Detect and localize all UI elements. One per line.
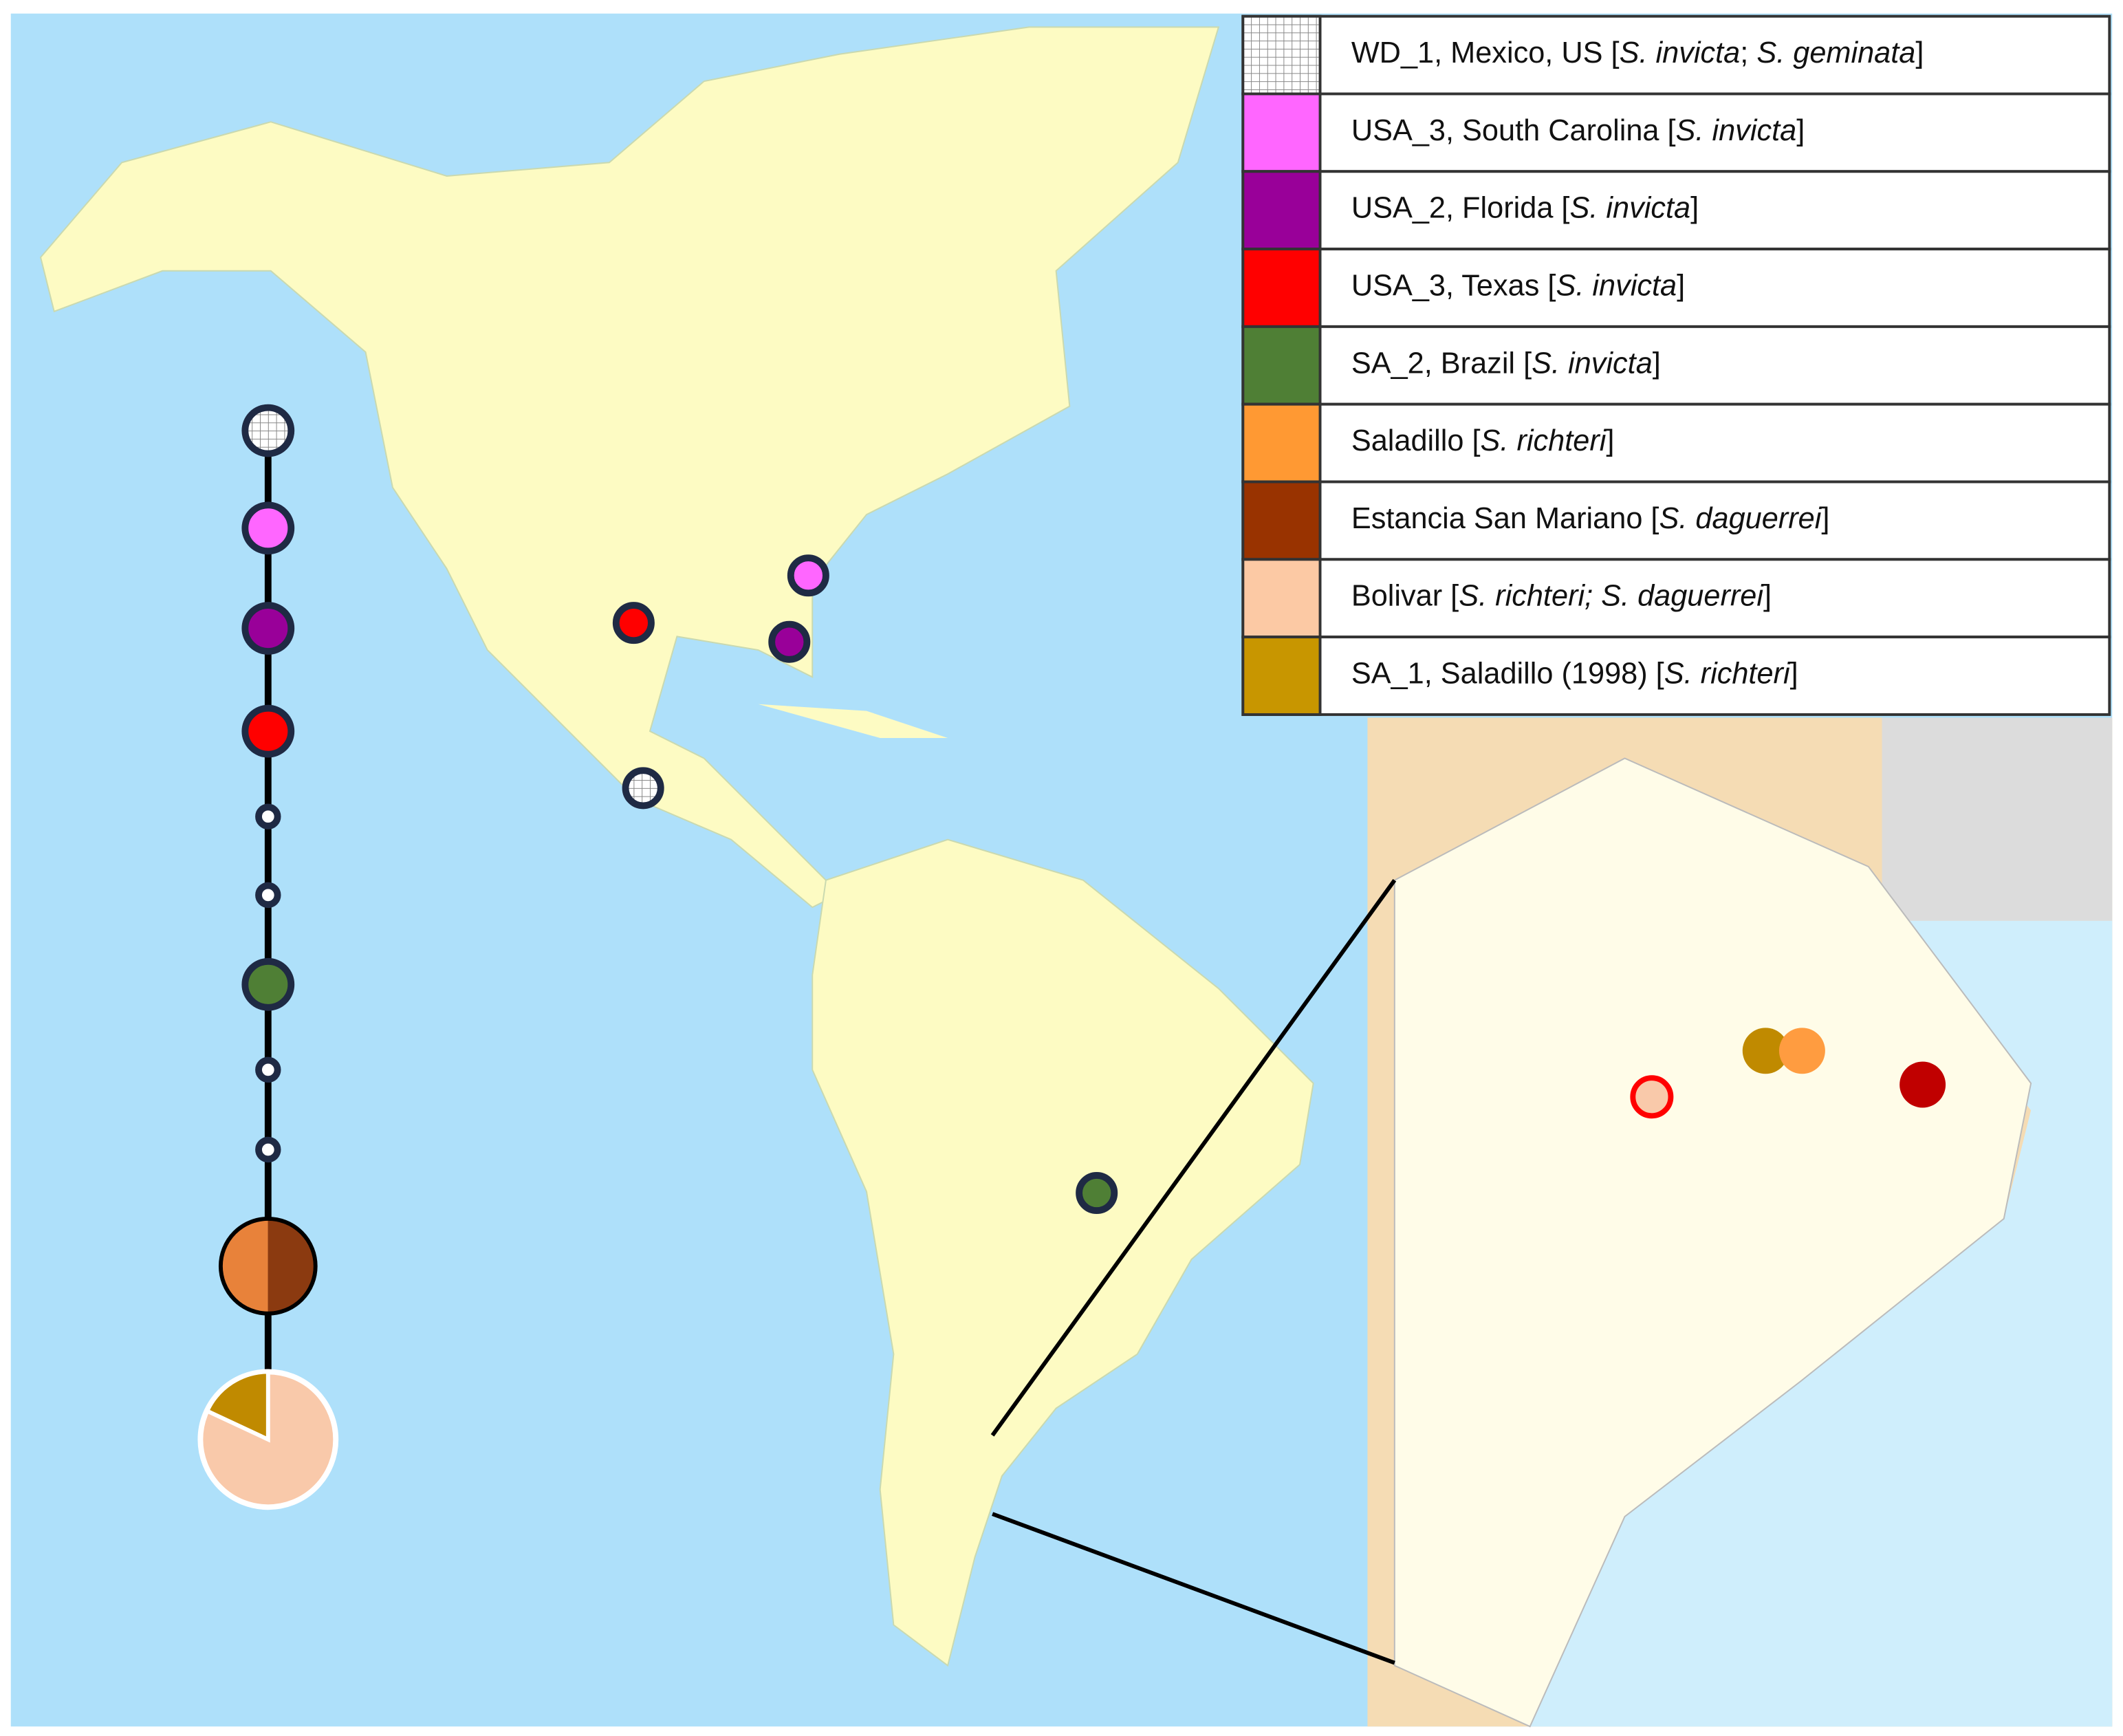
inset-markers [1630,1028,1946,1119]
legend-swatch [1241,14,1322,96]
legend-label-part: S. invicta [1569,192,1690,225]
legend-row [1241,92,2111,173]
north-america [39,26,1220,909]
legend-label-part: ] [1796,114,1805,147]
legend: WD_1, Mexico, US [S. invicta; S. geminat… [1241,14,2111,716]
legend-swatch [1241,558,1322,639]
legend-swatch [1241,480,1322,561]
legend-label-part: S. invicta [1532,347,1653,380]
legend-label: Estancia San Mariano [S. daguerrei] [1351,502,1830,535]
legend-swatch [1241,92,1322,173]
legend-swatch [1241,325,1322,406]
legend-label-part: USA_3, South Carolina [ [1351,114,1676,147]
legend-label-part: S. geminata [1756,36,1915,69]
network [197,404,339,1510]
legend-label-part: ] [1690,192,1699,225]
legend-label-part: ] [1763,580,1772,613]
caribbean [758,704,948,738]
map-markers [612,554,1118,1215]
legend-swatch [1241,170,1322,251]
legend-label-part: S. invicta [1676,114,1797,147]
legend-label-part: Bolivar [ [1351,580,1459,613]
legend-label-part: Saladillo [ [1351,425,1481,458]
legend-label-part: WD_1, Mexico, US [ [1351,36,1620,69]
legend-label-part: ; [1740,36,1756,69]
legend-row [1241,248,2111,328]
legend-label-part: ] [1821,502,1829,535]
legend-label-part: SA_2, Brazil [ [1351,347,1532,380]
legend-label-part: Estancia San Mariano [ [1351,502,1659,535]
legend-row [1241,325,2111,406]
legend-label: USA_3, South Carolina [S. invicta] [1351,114,1805,147]
legend-label: SA_2, Brazil [S. invicta] [1351,347,1661,380]
legend-label-part: ] [1790,658,1798,691]
legend-label-part: S. invicta [1556,270,1677,303]
legend-label-part: S. richteri [1664,658,1791,691]
legend-label-part: ] [1915,36,1924,69]
legend-label: WD_1, Mexico, US [S. invicta; S. geminat… [1351,36,1924,69]
legend-label-part: USA_3, Texas [ [1351,270,1556,303]
legend-label-part: S. invicta [1620,36,1741,69]
legend-label-part: ] [1653,347,1661,380]
legend-label-part: SA_1, Saladillo (1998) [ [1351,658,1664,691]
south-america [812,838,1314,1667]
inset-connectors [990,878,1397,1665]
legend-swatch [1241,402,1322,484]
legend-swatch [1241,248,1322,328]
legend-swatch [1241,636,1322,716]
legend-row [1241,402,2111,484]
legend-label-part: S. richteri; S. daguerrei [1459,580,1764,613]
legend-label-part: S. richteri [1481,425,1607,458]
legend-label-part: ] [1677,270,1685,303]
legend-label-part: ] [1606,425,1614,458]
legend-label-part: S. daguerrei [1659,502,1822,535]
legend-label: SA_1, Saladillo (1998) [S. richteri] [1351,658,1798,691]
legend-label-part: USA_2, Florida [ [1351,192,1570,225]
legend-row [1241,170,2111,251]
inset-map [1367,717,2113,1728]
legend-label: Saladillo [S. richteri] [1351,425,1615,458]
legend-label: USA_3, Texas [S. invicta] [1351,270,1685,303]
legend-label: USA_2, Florida [S. invicta] [1351,192,1699,225]
legend-row [1241,14,2111,96]
legend-label: Bolivar [S. richteri; S. daguerrei] [1351,580,1772,613]
